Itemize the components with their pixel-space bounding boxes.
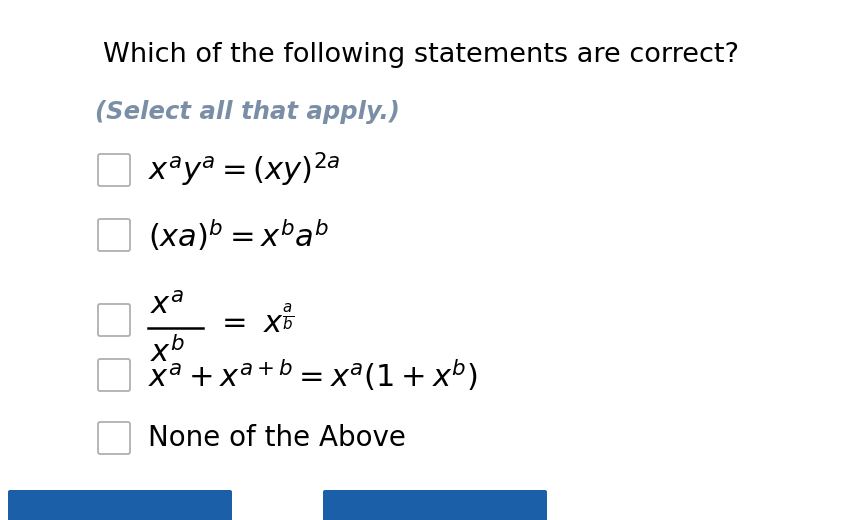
FancyBboxPatch shape [98, 304, 130, 336]
Text: $x^b$: $x^b$ [150, 336, 184, 368]
Text: $x^a + x^{a+b} = x^a\left(1 + x^b\right)$: $x^a + x^{a+b} = x^a\left(1 + x^b\right)… [148, 357, 477, 393]
Text: $x^a y^a = (xy)^{2a}$: $x^a y^a = (xy)^{2a}$ [148, 151, 340, 189]
Text: None of the Above: None of the Above [148, 424, 406, 452]
FancyBboxPatch shape [98, 154, 130, 186]
FancyBboxPatch shape [8, 490, 232, 520]
Text: $x^a$: $x^a$ [150, 291, 184, 319]
FancyBboxPatch shape [98, 359, 130, 391]
Text: $(xa)^b = x^b a^b$: $(xa)^b = x^b a^b$ [148, 217, 329, 253]
Text: (Select all that apply.): (Select all that apply.) [95, 100, 400, 124]
Text: Which of the following statements are correct?: Which of the following statements are co… [103, 42, 739, 68]
FancyBboxPatch shape [98, 219, 130, 251]
FancyBboxPatch shape [323, 490, 547, 520]
FancyBboxPatch shape [98, 422, 130, 454]
Text: $= \ x^{\frac{a}{b}}$: $= \ x^{\frac{a}{b}}$ [216, 305, 294, 340]
